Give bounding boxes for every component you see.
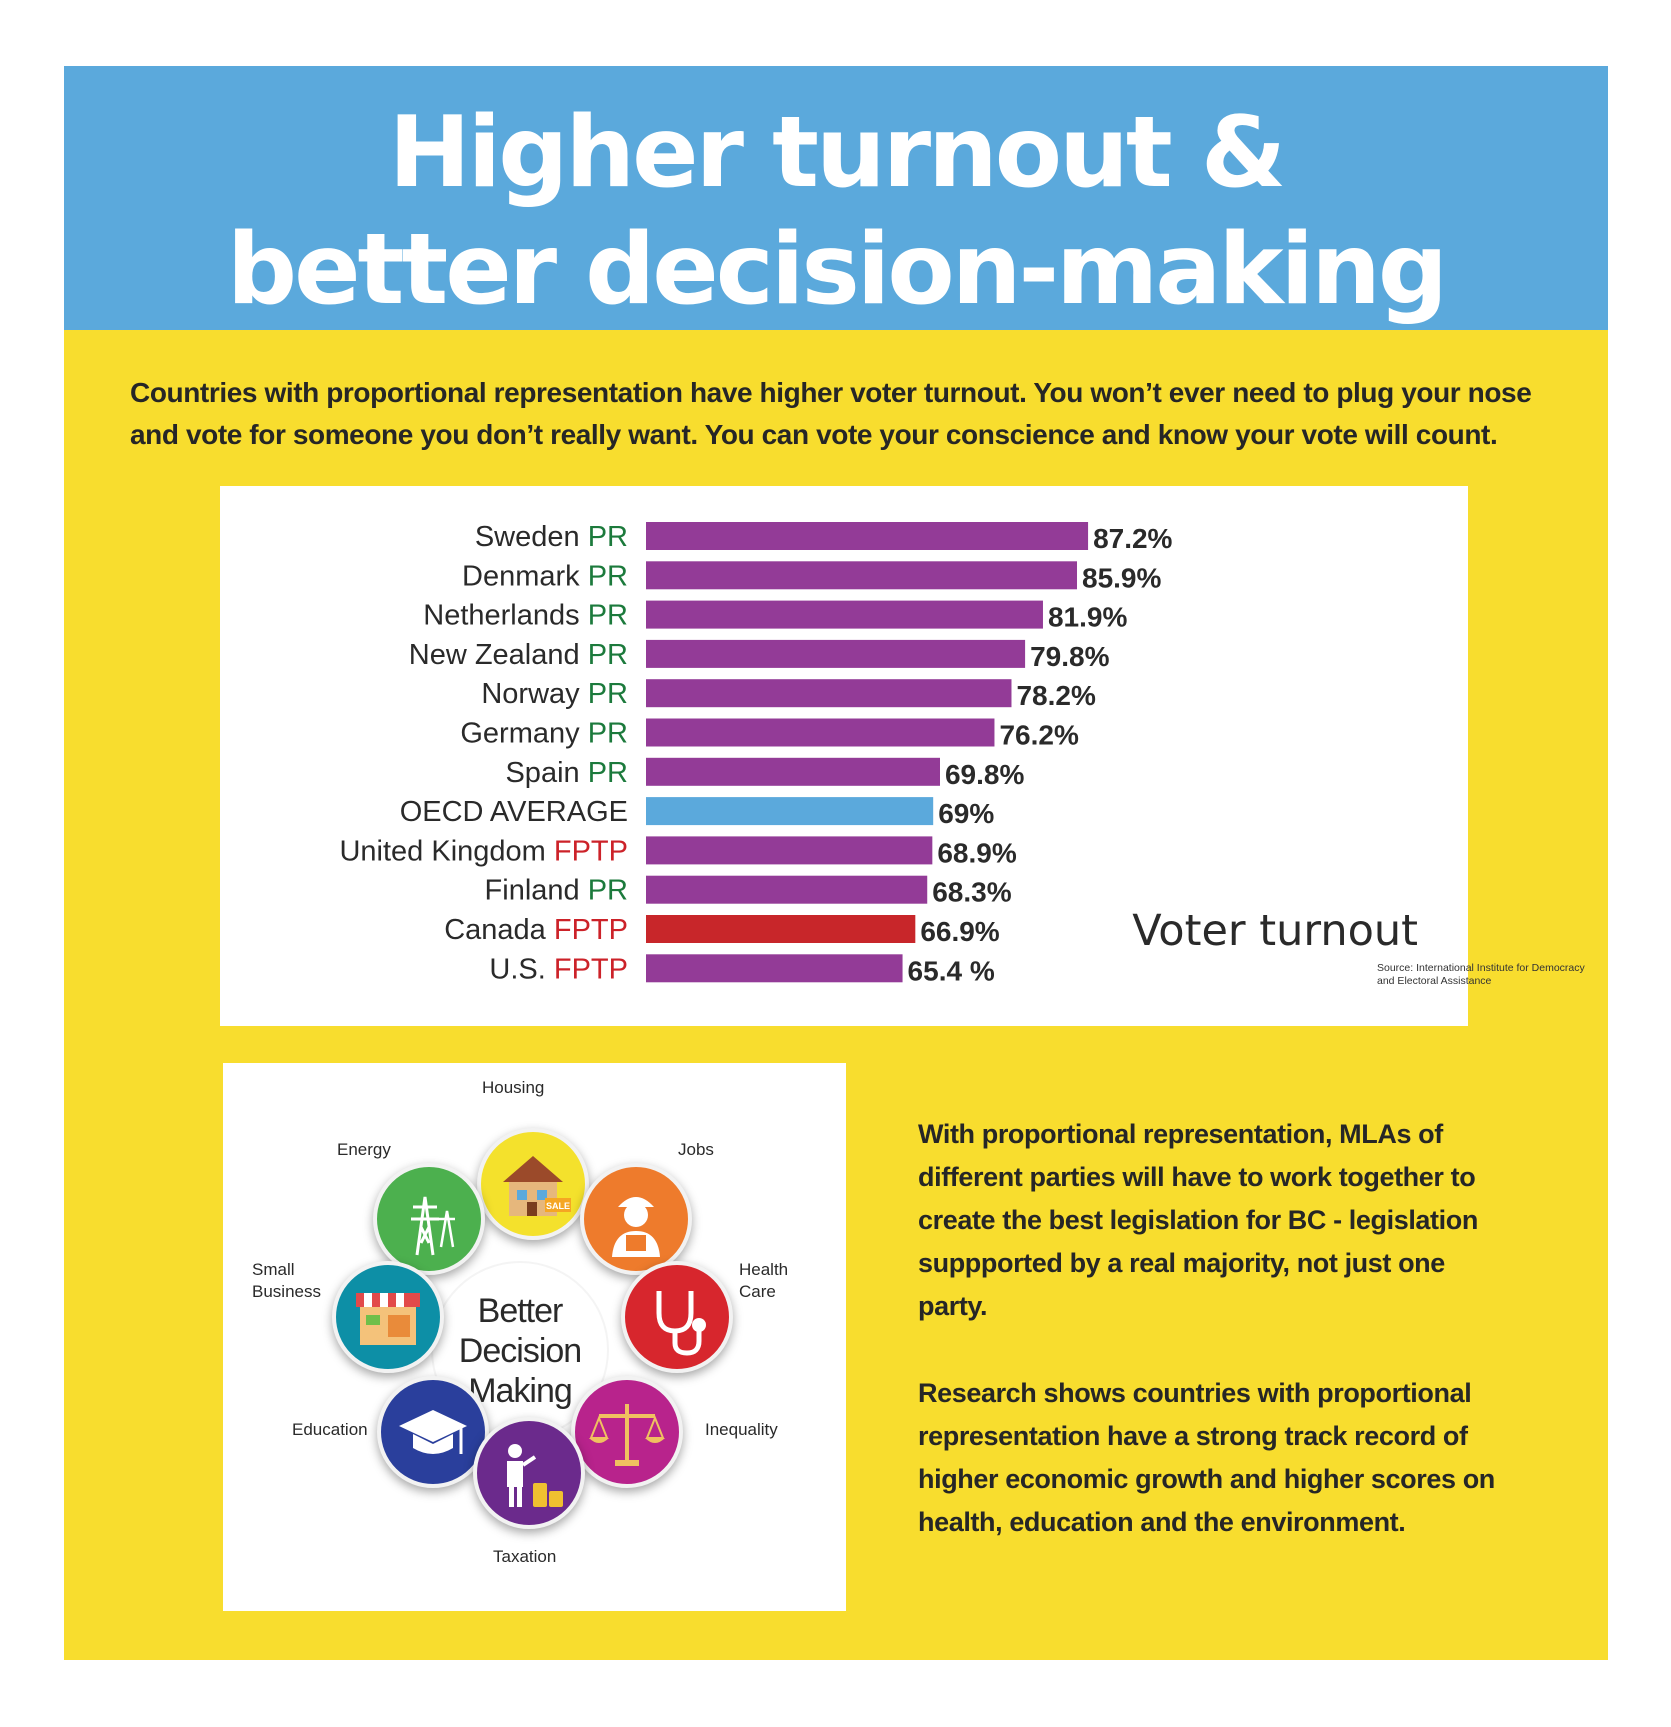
graduation-cap-icon	[377, 1376, 489, 1488]
bar-new-zealand	[646, 639, 1026, 668]
poster: Higher turnout & better decision-making …	[64, 66, 1608, 1660]
paragraph-collaboration: With proportional representation, MLAs o…	[918, 1119, 1478, 1321]
value-label: 87.2%	[1093, 523, 1172, 554]
health-care-label: Health Care	[739, 1259, 788, 1303]
bar-denmark	[646, 561, 1078, 590]
system-label: PR	[588, 718, 628, 750]
inequality-label: Inequality	[705, 1420, 778, 1439]
bar-germany	[646, 718, 995, 747]
title-line-1: Higher turnout &	[388, 96, 1287, 210]
system-label: PR	[588, 757, 628, 789]
system-label: FPTP	[554, 835, 628, 867]
power-tower-icon	[373, 1163, 485, 1275]
category-label: Canada FPTP	[444, 914, 628, 946]
value-label: 65.4 %	[908, 955, 995, 986]
intro-text: Countries with proportional representati…	[130, 377, 1532, 450]
value-label: 81.9%	[1048, 602, 1127, 633]
stethoscope-icon	[621, 1261, 733, 1373]
chart-title: Voter turnout	[1132, 906, 1418, 956]
worker-icon	[580, 1163, 692, 1275]
category-label: Finland PR	[485, 875, 628, 907]
category-label: Netherlands PR	[423, 600, 628, 632]
category-label: Germany PR	[460, 718, 628, 750]
paragraph-research: Research shows countries with proportion…	[918, 1378, 1495, 1537]
system-label: PR	[588, 600, 628, 632]
system-label: FPTP	[554, 914, 628, 946]
value-label: 85.9%	[1082, 562, 1161, 593]
value-label: 69%	[938, 798, 994, 829]
value-label: 66.9%	[920, 916, 999, 947]
market-stall-icon	[332, 1261, 444, 1373]
taxation-label: Taxation	[493, 1547, 557, 1566]
bar-finland	[646, 875, 928, 904]
system-label: PR	[588, 521, 628, 553]
bar-spain	[646, 757, 940, 786]
bar-sweden	[646, 522, 1089, 550]
category-label: Spain PR	[505, 757, 628, 789]
center-line-1: Better	[477, 1292, 564, 1330]
system-label: PR	[588, 678, 628, 710]
bar-canada	[646, 915, 916, 943]
sale-sign-text: SALE	[546, 1201, 570, 1211]
bar-oecd-average	[646, 797, 934, 826]
energy-label: Energy	[337, 1140, 391, 1159]
value-label: 79.8%	[1030, 641, 1109, 672]
small-business-label-line-1: Small	[252, 1260, 295, 1279]
title-line-2: better decision-making	[226, 213, 1448, 327]
category-label: Denmark PR	[462, 560, 628, 592]
scales-icon	[571, 1376, 683, 1488]
turnout-bar-chart: 87.2% Sweden PR 85.9% Denmark PR 81.9% Nether…	[339, 521, 1172, 986]
bar-united-kingdom	[646, 836, 933, 865]
turnout-chart-panel: 87.2% Sweden PR 85.9% Denmark PR 81.9% Nether…	[220, 486, 1585, 1026]
center-line-2: Decision	[458, 1332, 582, 1370]
center-line-3: Making	[468, 1372, 573, 1410]
category-label: U.S. FPTP	[489, 953, 628, 985]
education-label: Education	[292, 1420, 368, 1439]
category-label: Sweden PR	[475, 521, 628, 553]
health-care-label-line-2: Care	[739, 1282, 776, 1301]
coins-person-icon	[473, 1417, 585, 1529]
bar-netherlands	[646, 600, 1043, 629]
decision-wheel-panel: Housing Jobs Energy Health Care Small Bu…	[223, 1063, 846, 1611]
house-icon: SALE	[477, 1128, 589, 1240]
value-label: 69.8%	[945, 759, 1024, 790]
value-label: 76.2%	[999, 720, 1078, 751]
value-label: 78.2%	[1016, 680, 1095, 711]
small-business-label-line-2: Business	[252, 1282, 321, 1301]
chart-source: Source: International Institute for Demo…	[1377, 962, 1585, 987]
system-label: FPTP	[554, 953, 628, 985]
category-label: United Kingdom FPTP	[339, 835, 628, 867]
jobs-label: Jobs	[678, 1140, 714, 1159]
health-care-label-line-1: Health	[739, 1260, 789, 1279]
value-label: 68.3%	[932, 877, 1011, 908]
category-label: Norway PR	[481, 678, 628, 710]
category-label: New Zealand PR	[409, 639, 628, 671]
bar-u-s-	[646, 954, 903, 983]
small-business-label: Small Business	[252, 1259, 321, 1303]
system-label: PR	[588, 639, 628, 671]
system-label: PR	[588, 875, 628, 907]
bar-norway	[646, 679, 1012, 708]
value-label: 68.9%	[937, 837, 1016, 868]
category-label: OECD AVERAGE	[400, 796, 628, 828]
housing-label: Housing	[482, 1078, 545, 1097]
title-banner: Higher turnout & better decision-making	[64, 66, 1608, 330]
system-label: PR	[588, 560, 628, 592]
